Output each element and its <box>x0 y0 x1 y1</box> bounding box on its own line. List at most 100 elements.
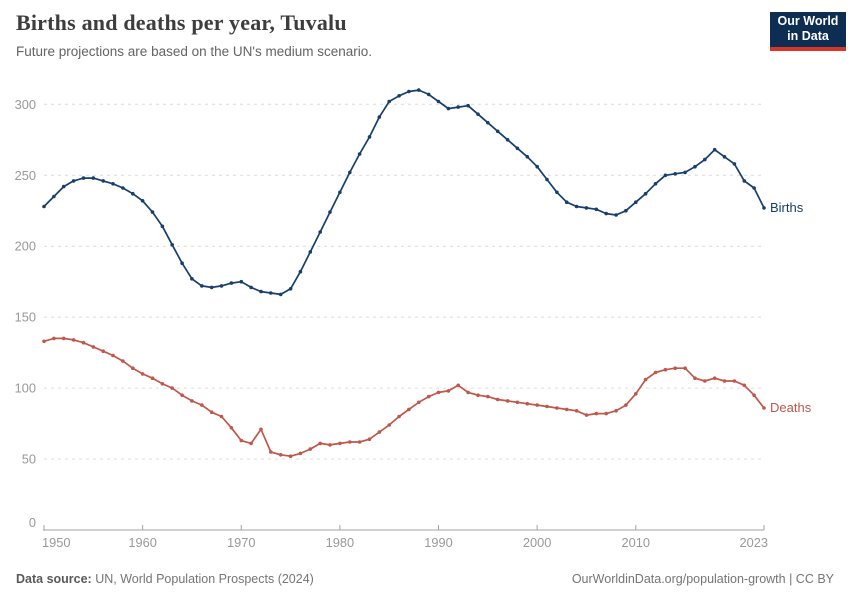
deaths-point[interactable] <box>564 407 569 412</box>
deaths-point[interactable] <box>712 376 717 381</box>
births-point[interactable] <box>288 287 293 291</box>
deaths-point[interactable] <box>703 379 707 383</box>
deaths-point[interactable] <box>288 454 293 459</box>
deaths-point[interactable] <box>111 353 115 358</box>
births-point[interactable] <box>564 200 569 204</box>
births-point[interactable] <box>42 204 46 209</box>
births-point[interactable] <box>594 207 599 212</box>
deaths-point[interactable] <box>762 406 766 410</box>
deaths-point[interactable] <box>436 390 441 395</box>
births-point[interactable] <box>91 176 96 180</box>
births-point[interactable] <box>752 186 756 190</box>
deaths-point[interactable] <box>91 345 96 349</box>
births-point[interactable] <box>762 206 766 210</box>
deaths-point[interactable] <box>269 450 273 454</box>
births-point[interactable] <box>712 147 717 152</box>
deaths-point[interactable] <box>515 400 520 405</box>
births-point[interactable] <box>574 204 579 209</box>
births-point[interactable] <box>52 194 56 199</box>
deaths-point[interactable] <box>328 443 332 447</box>
births-point[interactable] <box>269 291 273 295</box>
deaths-point[interactable] <box>42 339 46 344</box>
births-point[interactable] <box>505 138 510 142</box>
deaths-point[interactable] <box>150 376 155 381</box>
deaths-point[interactable] <box>525 401 530 406</box>
births-point[interactable] <box>417 88 421 92</box>
births-point[interactable] <box>357 152 362 156</box>
births-point[interactable] <box>318 230 323 234</box>
owid-logo[interactable]: Our World in Data <box>770 12 846 51</box>
births-point[interactable] <box>121 186 125 190</box>
births-point[interactable] <box>367 135 372 139</box>
deaths-point[interactable] <box>200 403 204 407</box>
deaths-point[interactable] <box>318 441 323 446</box>
deaths-point[interactable] <box>387 423 392 427</box>
deaths-point[interactable] <box>476 393 480 398</box>
deaths-point[interactable] <box>278 453 283 457</box>
births-point[interactable] <box>535 164 539 169</box>
births-point[interactable] <box>456 105 461 109</box>
births-point[interactable] <box>446 106 451 111</box>
deaths-point[interactable] <box>180 393 184 398</box>
deaths-line[interactable] <box>43 337 765 458</box>
deaths-point[interactable] <box>357 440 362 444</box>
births-point[interactable] <box>81 176 86 180</box>
births-point[interactable] <box>377 115 382 119</box>
deaths-point[interactable] <box>209 410 214 415</box>
deaths-point[interactable] <box>367 437 372 442</box>
births-point[interactable] <box>150 210 155 214</box>
births-point[interactable] <box>722 155 727 159</box>
births-point[interactable] <box>604 211 608 216</box>
deaths-point[interactable] <box>466 390 470 395</box>
deaths-point[interactable] <box>308 447 313 451</box>
deaths-point[interactable] <box>693 376 697 381</box>
births-point[interactable] <box>338 190 342 195</box>
births-point[interactable] <box>545 177 549 182</box>
deaths-point[interactable] <box>61 336 66 341</box>
births-point[interactable] <box>397 94 401 98</box>
births-point[interactable] <box>61 184 66 189</box>
births-point[interactable] <box>653 182 658 186</box>
births-point[interactable] <box>486 120 490 125</box>
deaths-point[interactable] <box>624 403 628 407</box>
deaths-point[interactable] <box>121 359 125 363</box>
births-point[interactable] <box>229 281 234 285</box>
deaths-point[interactable] <box>634 392 638 396</box>
births-point[interactable] <box>643 191 648 196</box>
deaths-point[interactable] <box>239 438 244 443</box>
deaths-point[interactable] <box>653 370 658 375</box>
deaths-point[interactable] <box>732 379 737 383</box>
births-point[interactable] <box>298 269 303 274</box>
births-point[interactable] <box>584 206 589 210</box>
deaths-point[interactable] <box>673 366 677 371</box>
deaths-point[interactable] <box>604 411 608 416</box>
deaths-point[interactable] <box>170 386 174 390</box>
births-point[interactable] <box>200 284 204 288</box>
deaths-point[interactable] <box>456 383 461 388</box>
births-point[interactable] <box>634 200 638 204</box>
deaths-point[interactable] <box>417 400 421 405</box>
births-point[interactable] <box>732 162 737 166</box>
births-point[interactable] <box>131 191 135 196</box>
births-point[interactable] <box>180 261 184 266</box>
births-point[interactable] <box>693 164 697 169</box>
deaths-point[interactable] <box>249 441 253 446</box>
births-point[interactable] <box>407 89 411 94</box>
births-point[interactable] <box>703 157 707 162</box>
deaths-point[interactable] <box>338 441 342 446</box>
births-point[interactable] <box>249 285 253 290</box>
deaths-point[interactable] <box>377 430 382 434</box>
deaths-point[interactable] <box>298 451 303 456</box>
births-point[interactable] <box>71 179 76 183</box>
births-point[interactable] <box>663 173 668 178</box>
deaths-point[interactable] <box>426 394 431 399</box>
deaths-point[interactable] <box>505 399 510 403</box>
births-point[interactable] <box>259 289 263 294</box>
deaths-point[interactable] <box>219 414 224 419</box>
deaths-point[interactable] <box>446 389 451 393</box>
births-point[interactable] <box>170 243 174 247</box>
deaths-point[interactable] <box>594 411 599 416</box>
births-point[interactable] <box>328 210 332 214</box>
deaths-point[interactable] <box>71 338 76 342</box>
